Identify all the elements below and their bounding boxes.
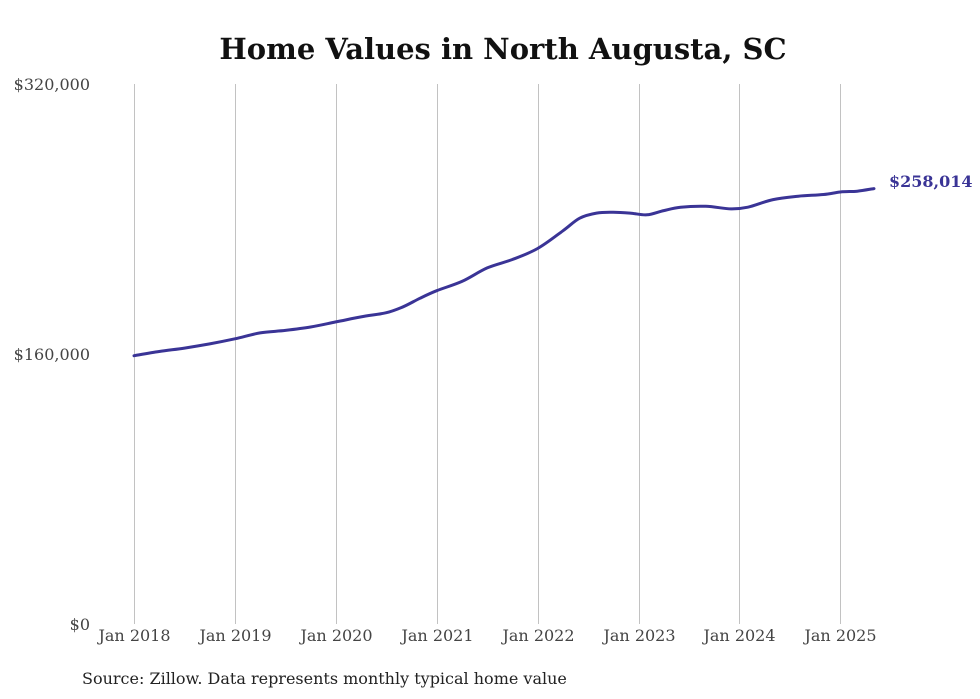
x-tick-label: Jan 2018 xyxy=(96,626,170,645)
end-value-label: $258,014 xyxy=(889,172,973,191)
x-tick-label: Jan 2025 xyxy=(802,626,876,645)
x-tick-label: Jan 2020 xyxy=(298,626,372,645)
x-tick-label: Jan 2021 xyxy=(399,626,473,645)
y-tick-label: $0 xyxy=(70,615,90,634)
y-axis-ticks: $0 $160,000 $320,000 xyxy=(14,75,90,634)
x-tick-label: Jan 2022 xyxy=(500,626,574,645)
x-tick-label: Jan 2019 xyxy=(197,626,271,645)
y-tick-label: $320,000 xyxy=(14,75,90,94)
series-line-0 xyxy=(132,187,876,358)
source-note: Source: Zillow. Data represents monthly … xyxy=(82,669,567,688)
series-layer xyxy=(132,187,876,358)
y-tick-label: $160,000 xyxy=(14,345,90,364)
x-axis-ticks: Jan 2018 Jan 2019 Jan 2020 Jan 2021 Jan 2022… xyxy=(96,626,876,645)
gridlines xyxy=(134,84,841,624)
chart-title: Home Values in North Augusta, SC xyxy=(219,32,786,66)
x-tick-label: Jan 2023 xyxy=(601,626,675,645)
x-tick-label: Jan 2024 xyxy=(701,626,775,645)
